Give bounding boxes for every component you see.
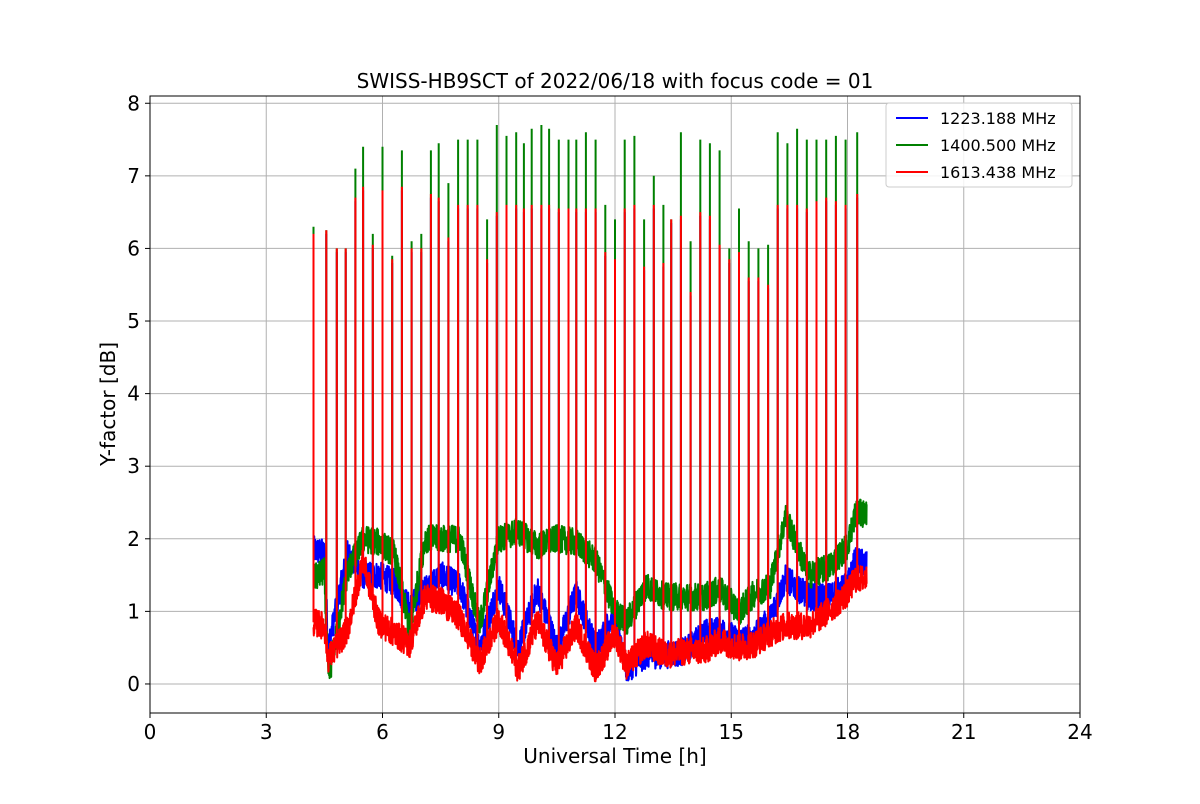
- legend: 1223.188 MHz 1400.500 MHz 1613.438 MHz: [885, 102, 1073, 188]
- y-axis-label: Y-factor [dB]: [96, 342, 120, 467]
- x-tick-label: 15: [719, 720, 744, 744]
- x-tick-label: 9: [492, 720, 505, 744]
- x-tick-label: 24: [1067, 720, 1092, 744]
- y-tick-label: 8: [127, 91, 140, 115]
- legend-box: [885, 102, 1073, 188]
- y-tick-label: 1: [127, 599, 140, 623]
- x-tick-label: 0: [144, 720, 157, 744]
- y-tick-label: 2: [127, 527, 140, 551]
- x-axis-label: Universal Time [h]: [523, 744, 706, 768]
- legend-label-1400: 1400.500 MHz: [940, 136, 1056, 155]
- y-tick-label: 5: [127, 309, 140, 333]
- y-tick-label: 7: [127, 164, 140, 188]
- x-tick-label: 3: [260, 720, 273, 744]
- y-tick-label: 3: [127, 454, 140, 478]
- y-tick-label: 0: [127, 672, 140, 696]
- x-tick-label: 6: [376, 720, 389, 744]
- chart-title: SWISS-HB9SCT of 2022/06/18 with focus co…: [357, 69, 874, 93]
- series-line-1613: [312, 186, 868, 683]
- legend-label-1223: 1223.188 MHz: [940, 109, 1056, 128]
- y-tick-label: 6: [127, 236, 140, 260]
- x-tick-label: 21: [951, 720, 976, 744]
- series-lines: [312, 125, 868, 683]
- x-tick-label: 18: [835, 720, 860, 744]
- y-tick-label: 4: [127, 382, 140, 406]
- x-tick-label: 12: [602, 720, 627, 744]
- legend-label-1613: 1613.438 MHz: [940, 163, 1056, 182]
